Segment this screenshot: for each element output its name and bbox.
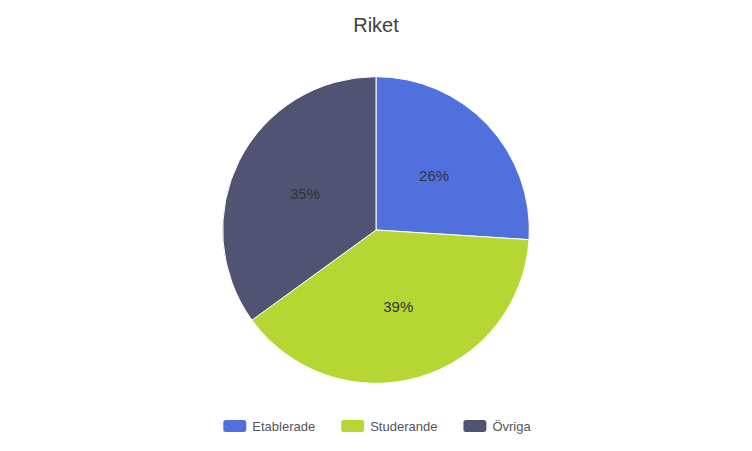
svg-text:26%: 26% (419, 167, 449, 184)
svg-text:35%: 35% (290, 185, 320, 202)
svg-text:Studerande: Studerande (370, 419, 437, 434)
svg-text:39%: 39% (383, 298, 413, 315)
svg-text:Övriga: Övriga (492, 419, 531, 434)
svg-text:Riket: Riket (353, 14, 399, 36)
svg-text:Etablerade: Etablerade (252, 419, 315, 434)
